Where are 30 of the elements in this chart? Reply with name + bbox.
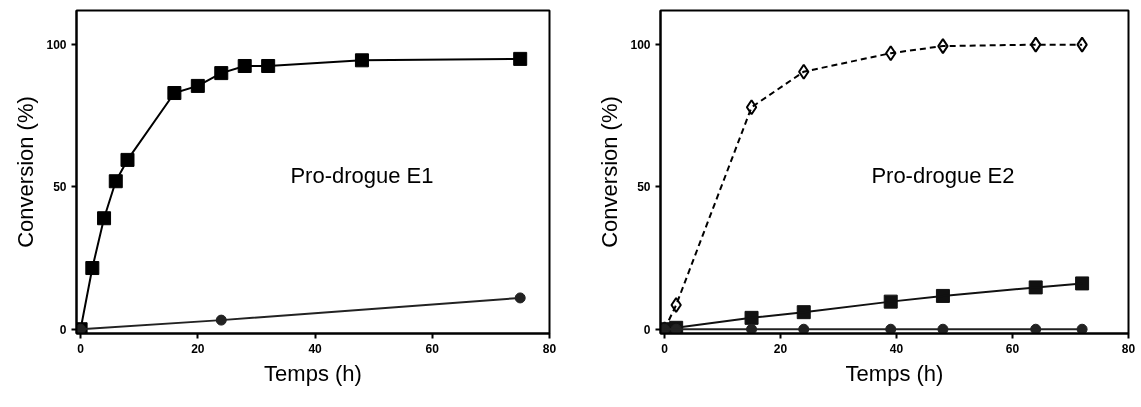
x-tick-label: 60 — [1005, 341, 1020, 356]
y-tick-label: 0 — [59, 322, 67, 337]
x-tick-label: 0 — [77, 341, 85, 356]
y-tick-label: 100 — [630, 38, 651, 53]
x-tick-label: 80 — [1121, 341, 1136, 356]
point — [1075, 276, 1090, 291]
x-tick-label: 40 — [889, 341, 904, 356]
x-axis-title: Temps (h) — [845, 360, 944, 386]
annotation: Pro-drogue E2 — [871, 163, 1015, 189]
x-tick-label: 80 — [542, 341, 557, 356]
y-tick-label: 50 — [53, 180, 67, 195]
x-axis-title: Temps (h) — [264, 360, 362, 386]
point — [167, 86, 182, 101]
point — [513, 51, 528, 66]
y-axis-title: Conversion (%) — [597, 96, 623, 248]
y-axis-title: Conversion (%) — [13, 96, 39, 248]
point — [1076, 36, 1088, 53]
annotation: Pro-drogue E1 — [290, 163, 434, 189]
x-tick-label: 40 — [308, 341, 323, 356]
y-tick-label: 100 — [46, 38, 67, 53]
x-tick-label: 20 — [773, 341, 788, 356]
point — [1028, 280, 1043, 295]
point — [514, 292, 526, 304]
point — [883, 294, 898, 309]
x-tick-label: 0 — [661, 341, 669, 356]
x-tick-label: 20 — [191, 341, 205, 356]
y-tick-label: 0 — [643, 322, 651, 337]
y-tick-label: 50 — [637, 180, 651, 195]
point — [120, 152, 135, 167]
x-tick-label: 60 — [425, 341, 440, 356]
